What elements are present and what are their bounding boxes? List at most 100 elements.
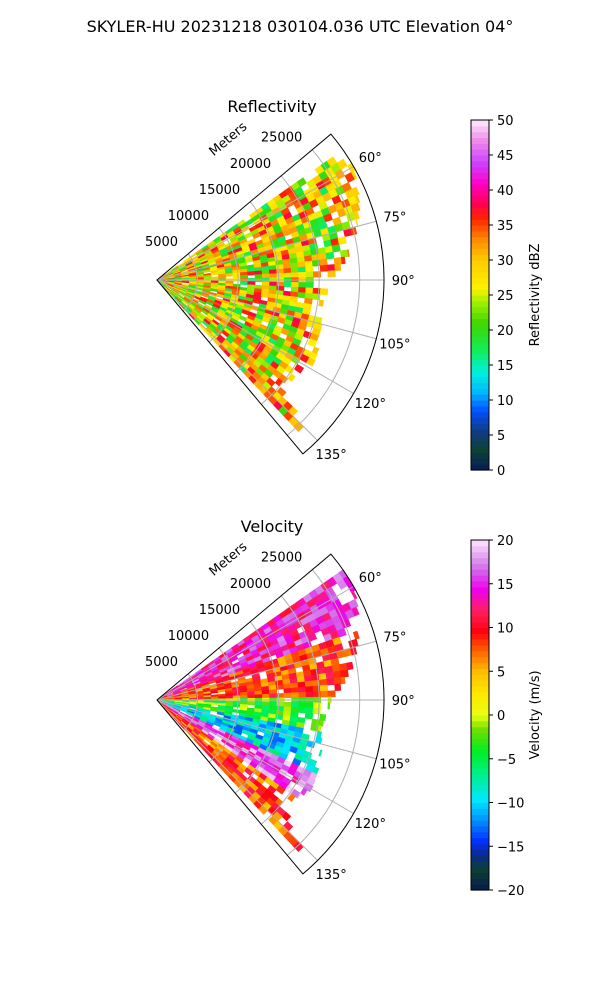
velocity-colorbar-tick-label: 20 (497, 534, 514, 549)
velocity-cell (290, 687, 300, 694)
reflectivity-cell (181, 280, 190, 284)
velocity-cell (291, 692, 300, 698)
velocity-colorbar-step (471, 843, 489, 850)
velocity-colorbar-tick-label: 15 (497, 578, 514, 593)
reflectivity-sector-outline (156, 133, 385, 455)
velocity-colorbar-step (471, 604, 489, 611)
reflectivity-cell (340, 256, 346, 265)
reflectivity-colorbar-step (471, 446, 489, 454)
reflectivity-azimuth-line (156, 166, 354, 281)
reflectivity-range-ring (208, 227, 239, 343)
reflectivity-colorbar-step (471, 213, 489, 220)
velocity-cell (275, 785, 286, 795)
reflectivity-azimuth-tick-label: 105° (379, 338, 410, 353)
velocity-cell (304, 680, 314, 688)
reflectivity-cell (283, 267, 292, 274)
reflectivity-cell (304, 260, 314, 268)
reflectivity-colorbar-step (471, 382, 489, 389)
velocity-cell (327, 690, 336, 698)
reflectivity-colorbar-step (471, 184, 489, 191)
reflectivity-colorbar-step (471, 131, 489, 139)
velocity-cell (240, 694, 249, 699)
reflectivity-colorbar-step (471, 160, 489, 168)
velocity-colorbar-step (471, 849, 489, 856)
velocity-cell (283, 687, 292, 694)
reflectivity-cell (305, 282, 314, 289)
reflectivity-cell (327, 270, 336, 278)
velocity-colorbar-step (471, 615, 489, 623)
reflectivity-cell (254, 274, 263, 279)
velocity-azimuth-tick-label: 75° (383, 630, 406, 645)
velocity-colorbar-step (471, 779, 489, 786)
velocity-cell (350, 590, 358, 600)
reflectivity-cell (305, 266, 314, 273)
velocity-cell (340, 669, 349, 678)
velocity-cell (247, 701, 256, 706)
reflectivity-colorbar-step (471, 341, 489, 349)
velocity-colorbar-step (471, 691, 489, 699)
velocity-colorbar-step (471, 586, 489, 594)
reflectivity-colorbar-step (471, 388, 489, 395)
velocity-cell (307, 632, 318, 642)
reflectivity-colorbar-tick-label: 20 (497, 324, 514, 339)
reflectivity-grid (156, 149, 384, 441)
velocity-colorbar-tick-label: −5 (497, 753, 516, 768)
reflectivity-cell (337, 236, 347, 245)
reflectivity-colorbar-label: Reflectivity dBZ (528, 244, 543, 347)
velocity-cell (340, 676, 346, 685)
velocity-colorbar-step (471, 580, 489, 588)
velocity-colorbar-step (471, 569, 489, 576)
velocity-colorbar-step (471, 755, 489, 763)
velocity-cell (261, 689, 270, 695)
reflectivity-colorbar-step (471, 452, 489, 459)
reflectivity-colorbar-tick-label: 0 (497, 464, 505, 479)
reflectivity-cell (225, 273, 234, 277)
reflectivity-cell (350, 202, 361, 213)
velocity-azimuth-line (156, 586, 354, 701)
velocity-cell (300, 787, 308, 796)
velocity-cell (291, 702, 300, 708)
velocity-colorbar-step (471, 563, 489, 570)
reflectivity-azimuth-line (156, 220, 377, 281)
reflectivity-colorbar-tick-label: 35 (497, 219, 514, 234)
velocity-colorbar-step (471, 814, 489, 821)
reflectivity-colorbar-step (471, 365, 489, 372)
velocity-cell (231, 708, 241, 714)
reflectivity-range-axis-label: Meters (207, 119, 251, 159)
reflectivity-colorbar-step (471, 225, 489, 232)
reflectivity-colorbar-step (471, 143, 489, 150)
velocity-colorbar-label: Velocity (m/s) (528, 670, 543, 759)
reflectivity-colorbar-step (471, 376, 489, 384)
reflectivity-colorbar-tick-label: 5 (497, 429, 505, 444)
velocity-cell (320, 690, 329, 698)
velocity-colorbar-tick-label: −15 (497, 840, 524, 855)
reflectivity-cell (298, 271, 307, 278)
reflectivity-azimuth-tick-label: 60° (359, 151, 382, 166)
reflectivity-cell (350, 170, 358, 180)
velocity-cell (283, 692, 292, 699)
velocity-colorbar-step (471, 551, 489, 559)
reflectivity-range-ring (286, 149, 361, 436)
reflectivity-range-tick-label: 25000 (261, 131, 302, 146)
velocity-range-ring (208, 647, 239, 763)
reflectivity-cell (268, 269, 278, 275)
reflectivity-colorbar-step (471, 195, 489, 203)
reflectivity-colorbar-tick-label: 40 (497, 184, 514, 199)
velocity-colorbar-step (471, 540, 489, 547)
velocity-cell (297, 681, 306, 688)
reflectivity-cell (261, 269, 270, 275)
velocity-range-tick-label: 10000 (168, 629, 209, 644)
reflectivity-title: Reflectivity (227, 97, 316, 116)
velocity-colorbar-step (471, 820, 489, 827)
velocity-colorbar-tick-label: −20 (497, 884, 524, 899)
reflectivity-colorbar-step (471, 254, 489, 261)
velocity-cell (352, 630, 360, 640)
reflectivity-colorbar-step (471, 359, 489, 366)
velocity-colorbar-step (471, 621, 489, 629)
reflectivity-cell (318, 299, 324, 307)
velocity-cell (348, 598, 359, 610)
reflectivity-cell (283, 281, 292, 288)
reflectivity-colorbar-step (471, 370, 489, 378)
velocity-colorbar-step (471, 837, 489, 844)
